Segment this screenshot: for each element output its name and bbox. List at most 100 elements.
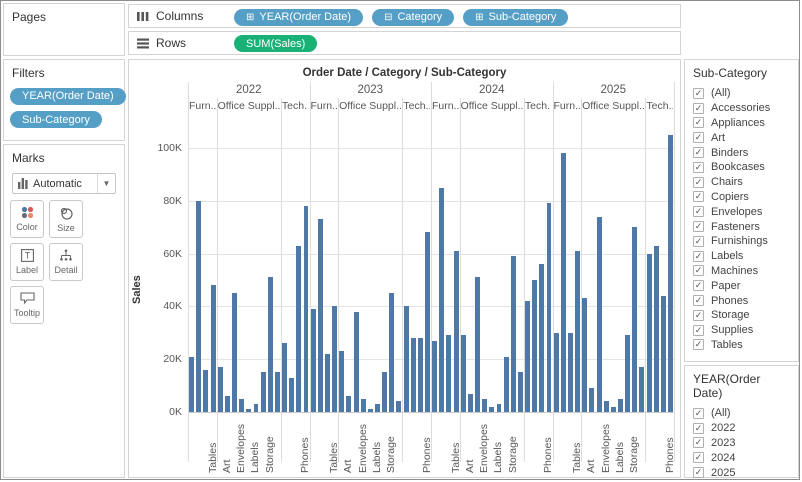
checkbox-checked-icon[interactable]: ✓ xyxy=(693,103,704,114)
bar-2022-storage[interactable] xyxy=(268,277,273,412)
bar-2022-tables[interactable] xyxy=(211,285,216,412)
checkbox-checked-icon[interactable]: ✓ xyxy=(693,437,704,448)
bar-2024-tables[interactable] xyxy=(454,251,459,412)
bar-2025-phones[interactable] xyxy=(668,135,673,412)
checkbox-checked-icon[interactable]: ✓ xyxy=(693,147,704,158)
bar-2024-chairs[interactable] xyxy=(439,188,444,412)
subcategory-item-labels[interactable]: ✓Labels xyxy=(693,249,790,264)
bar-2022-labels[interactable] xyxy=(254,404,259,412)
expand-icon[interactable]: ⊞ xyxy=(246,12,254,23)
bar-2024-bookcases[interactable] xyxy=(432,341,437,412)
bar-2025-chairs[interactable] xyxy=(561,153,566,412)
bar-2024-art[interactable] xyxy=(468,394,473,412)
bar-2023-phones[interactable] xyxy=(425,232,430,412)
bar-2025-envelopes[interactable] xyxy=(604,401,609,412)
subcategory-item-bookcases[interactable]: ✓Bookcases xyxy=(693,160,790,175)
bar-2023-furnishings[interactable] xyxy=(325,354,330,412)
year-item-2025[interactable]: ✓2025 xyxy=(693,465,790,480)
subcategory-item-tables[interactable]: ✓Tables xyxy=(693,338,790,353)
bar-2025-machines[interactable] xyxy=(661,296,666,412)
checkbox-checked-icon[interactable]: ✓ xyxy=(693,423,704,434)
checkbox-checked-icon[interactable]: ✓ xyxy=(693,265,704,276)
bar-2024-storage[interactable] xyxy=(511,256,516,412)
checkbox-checked-icon[interactable]: ✓ xyxy=(693,132,704,143)
bar-2024-machines[interactable] xyxy=(539,264,544,412)
bar-2025-fasteners[interactable] xyxy=(611,407,616,412)
mark-type-dropdown[interactable]: Automatic ▼ xyxy=(12,173,116,194)
bar-2022-phones[interactable] xyxy=(304,206,309,412)
subcategory-item-chairs[interactable]: ✓Chairs xyxy=(693,175,790,190)
subcategory-item-storage[interactable]: ✓Storage xyxy=(693,308,790,323)
chevron-down-icon[interactable]: ▼ xyxy=(97,174,115,193)
subcategory-item-accessories[interactable]: ✓Accessories xyxy=(693,101,790,116)
bar-2025-art[interactable] xyxy=(589,388,594,412)
bar-2022-accessories[interactable] xyxy=(282,343,287,412)
bar-2023-supplies[interactable] xyxy=(396,401,401,412)
bar-2025-appliances[interactable] xyxy=(582,298,587,412)
bar-2022-appliances[interactable] xyxy=(218,367,223,412)
bar-2024-envelopes[interactable] xyxy=(482,399,487,412)
label-button[interactable]: T Label xyxy=(10,243,44,281)
bar-2022-paper[interactable] xyxy=(261,372,266,412)
checkbox-checked-icon[interactable]: ✓ xyxy=(693,310,704,321)
bar-2023-accessories[interactable] xyxy=(404,306,409,412)
bar-2022-bookcases[interactable] xyxy=(189,357,194,412)
subcategory-item-copiers[interactable]: ✓Copiers xyxy=(693,190,790,205)
bar-2022-envelopes[interactable] xyxy=(239,399,244,412)
bar-2024-fasteners[interactable] xyxy=(489,407,494,412)
bar-2024-supplies[interactable] xyxy=(518,372,523,412)
bar-2024-binders[interactable] xyxy=(475,277,480,412)
subcategory-item-supplies[interactable]: ✓Supplies xyxy=(693,323,790,338)
bar-2024-accessories[interactable] xyxy=(525,301,530,412)
bar-2025-labels[interactable] xyxy=(618,399,623,412)
bar-2024-furnishings[interactable] xyxy=(446,335,451,412)
columns-pill-sub-category[interactable]: ⊞Sub-Category xyxy=(463,9,568,26)
checkbox-checked-icon[interactable]: ✓ xyxy=(693,339,704,350)
columns-pill-year-order-date-[interactable]: ⊞YEAR(Order Date) xyxy=(234,9,363,26)
bar-2022-furnishings[interactable] xyxy=(203,370,208,412)
bar-2023-fasteners[interactable] xyxy=(368,409,373,412)
year-item--all-[interactable]: ✓(All) xyxy=(693,406,790,421)
subcategory-item-fasteners[interactable]: ✓Fasteners xyxy=(693,219,790,234)
subcategory-item-furnishings[interactable]: ✓Furnishings xyxy=(693,234,790,249)
tooltip-button[interactable]: Tooltip xyxy=(10,286,44,324)
subcategory-item-phones[interactable]: ✓Phones xyxy=(693,293,790,308)
rows-pill-sum-sales[interactable]: SUM(Sales) xyxy=(234,35,317,52)
bar-2025-furnishings[interactable] xyxy=(568,333,573,412)
year-item-2024[interactable]: ✓2024 xyxy=(693,450,790,465)
bar-2023-copiers[interactable] xyxy=(411,338,416,412)
columns-pill-category[interactable]: ⊟Category xyxy=(372,9,454,26)
checkbox-checked-icon[interactable]: ✓ xyxy=(693,325,704,336)
checkbox-checked-icon[interactable]: ✓ xyxy=(693,251,704,262)
checkbox-checked-icon[interactable]: ✓ xyxy=(693,408,704,419)
bar-2023-storage[interactable] xyxy=(389,293,394,412)
bar-2025-copiers[interactable] xyxy=(654,246,659,412)
bar-2024-labels[interactable] xyxy=(497,404,502,412)
checkbox-checked-icon[interactable]: ✓ xyxy=(693,177,704,188)
subcategory-item-machines[interactable]: ✓Machines xyxy=(693,264,790,279)
bar-2023-envelopes[interactable] xyxy=(361,399,366,412)
subcategory-item-paper[interactable]: ✓Paper xyxy=(693,278,790,293)
bar-2025-paper[interactable] xyxy=(625,335,630,412)
bar-2023-art[interactable] xyxy=(346,396,351,412)
bar-2025-bookcases[interactable] xyxy=(554,333,559,412)
bar-2023-paper[interactable] xyxy=(382,372,387,412)
expand-icon[interactable]: ⊞ xyxy=(475,12,483,23)
bar-2025-supplies[interactable] xyxy=(639,367,644,412)
subcategory-item-appliances[interactable]: ✓Appliances xyxy=(693,116,790,131)
bar-2024-appliances[interactable] xyxy=(461,335,466,412)
checkbox-checked-icon[interactable]: ✓ xyxy=(693,452,704,463)
bar-2023-binders[interactable] xyxy=(354,312,359,412)
checkbox-checked-icon[interactable]: ✓ xyxy=(693,236,704,247)
filter-pill-sub-category[interactable]: Sub-Category xyxy=(10,111,102,128)
checkbox-checked-icon[interactable]: ✓ xyxy=(693,467,704,478)
bar-2023-appliances[interactable] xyxy=(339,351,344,412)
color-button[interactable]: Color xyxy=(10,200,44,238)
bar-2024-paper[interactable] xyxy=(504,357,509,412)
subcategory-item-envelopes[interactable]: ✓Envelopes xyxy=(693,204,790,219)
checkbox-checked-icon[interactable]: ✓ xyxy=(693,162,704,173)
bar-2022-machines[interactable] xyxy=(296,246,301,412)
bar-2023-labels[interactable] xyxy=(375,404,380,412)
bar-2023-tables[interactable] xyxy=(332,306,337,412)
bar-2022-binders[interactable] xyxy=(232,293,237,412)
